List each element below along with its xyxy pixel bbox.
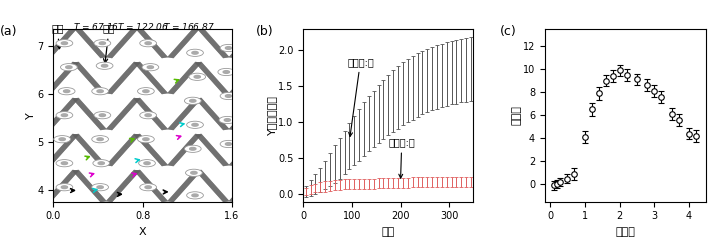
Circle shape (187, 121, 203, 128)
Circle shape (225, 143, 231, 145)
Circle shape (66, 66, 72, 69)
Circle shape (219, 116, 236, 124)
Circle shape (59, 138, 65, 141)
Text: $T$ = 122.06: $T$ = 122.06 (117, 21, 169, 32)
Y-axis label: Y変位の平均: Y変位の平均 (267, 95, 277, 135)
X-axis label: 時間: 時間 (382, 227, 395, 237)
Circle shape (220, 140, 237, 148)
Y-axis label: Y: Y (26, 112, 36, 119)
Circle shape (138, 160, 155, 167)
Circle shape (145, 114, 151, 117)
Text: 粒子: 粒子 (103, 24, 115, 63)
Circle shape (224, 119, 231, 121)
Circle shape (97, 62, 113, 69)
Circle shape (140, 112, 156, 119)
Circle shape (187, 192, 203, 199)
Circle shape (143, 138, 149, 141)
Circle shape (138, 136, 154, 143)
Circle shape (140, 184, 156, 191)
Circle shape (61, 186, 67, 189)
Circle shape (94, 40, 111, 47)
Y-axis label: 輸送度: 輸送度 (511, 105, 521, 125)
Circle shape (145, 42, 151, 45)
Circle shape (223, 71, 229, 73)
Circle shape (144, 162, 150, 165)
Circle shape (92, 184, 109, 191)
Circle shape (189, 73, 206, 80)
Text: $T$ = 166.87: $T$ = 166.87 (163, 21, 214, 32)
Circle shape (138, 88, 154, 95)
Circle shape (97, 186, 103, 189)
Circle shape (94, 112, 111, 119)
Circle shape (191, 171, 197, 174)
Circle shape (192, 194, 198, 197)
Circle shape (56, 40, 73, 47)
Circle shape (147, 66, 153, 69)
Circle shape (218, 68, 234, 76)
Text: (c): (c) (500, 25, 516, 38)
Text: (b): (b) (256, 25, 273, 38)
Text: 粒子数:多: 粒子数:多 (347, 57, 373, 136)
Text: 電極: 電極 (51, 24, 63, 49)
Circle shape (185, 145, 201, 152)
Circle shape (97, 90, 103, 93)
Circle shape (93, 160, 109, 167)
Circle shape (54, 136, 70, 143)
X-axis label: X: X (138, 227, 146, 237)
Circle shape (140, 40, 156, 47)
Circle shape (187, 49, 203, 56)
Circle shape (97, 138, 103, 141)
Circle shape (56, 160, 73, 167)
Text: 粒子数:少: 粒子数:少 (388, 138, 415, 178)
Text: $T$ = 67.16: $T$ = 67.16 (73, 21, 119, 32)
Text: (a): (a) (0, 25, 17, 38)
Circle shape (143, 90, 149, 93)
Circle shape (192, 51, 198, 54)
Circle shape (192, 123, 198, 126)
Circle shape (102, 64, 108, 67)
Circle shape (60, 64, 77, 71)
Circle shape (190, 147, 196, 150)
Circle shape (225, 95, 231, 97)
Circle shape (220, 92, 237, 100)
Circle shape (56, 184, 73, 191)
Circle shape (98, 162, 104, 165)
Circle shape (185, 169, 202, 176)
X-axis label: 混雑度: 混雑度 (616, 227, 635, 237)
Circle shape (92, 88, 109, 95)
Circle shape (225, 47, 231, 49)
Circle shape (61, 114, 67, 117)
Circle shape (194, 75, 200, 78)
Circle shape (61, 162, 67, 165)
Circle shape (190, 99, 196, 102)
Circle shape (142, 64, 159, 71)
Circle shape (99, 42, 106, 45)
Circle shape (220, 44, 237, 52)
Circle shape (92, 136, 109, 143)
Circle shape (145, 186, 151, 189)
Circle shape (61, 42, 67, 45)
Circle shape (185, 97, 201, 104)
Circle shape (56, 112, 73, 119)
Circle shape (99, 114, 106, 117)
Circle shape (58, 88, 75, 95)
Circle shape (63, 90, 70, 93)
